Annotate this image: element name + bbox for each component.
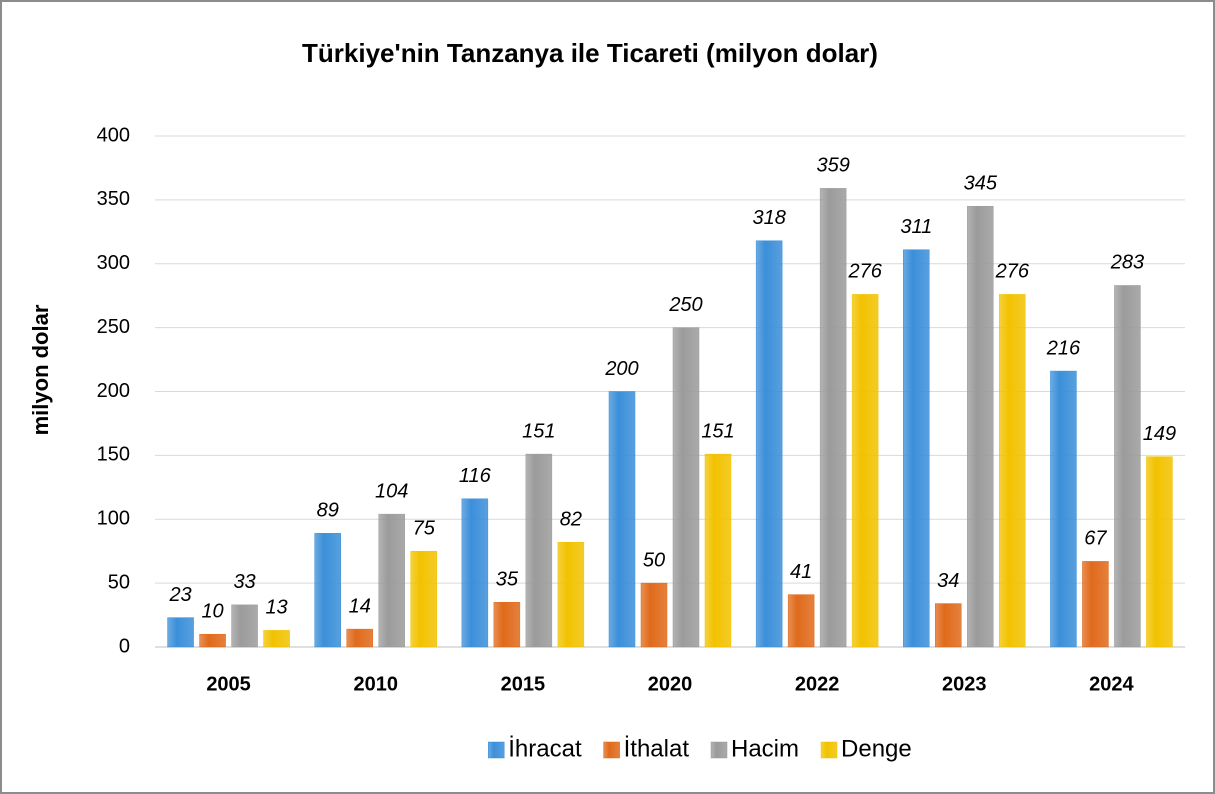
bar — [935, 603, 962, 648]
data-label: 151 — [701, 420, 734, 442]
bar — [199, 633, 226, 648]
data-label: 50 — [643, 549, 665, 571]
x-tick-label: 2022 — [795, 673, 840, 695]
bar — [967, 206, 994, 648]
bar — [1146, 456, 1173, 648]
data-label: 34 — [937, 570, 959, 592]
y-tick-label: 100 — [97, 508, 130, 530]
legend-marker — [820, 741, 838, 759]
legend-label: İhracat — [508, 735, 582, 762]
data-label: 14 — [349, 595, 371, 617]
data-label: 345 — [964, 173, 998, 195]
data-label: 33 — [233, 571, 255, 593]
y-tick-label: 400 — [97, 124, 130, 146]
legend-marker — [603, 741, 620, 759]
bar — [999, 294, 1026, 648]
x-tick-label: 2010 — [353, 673, 398, 695]
y-tick-label: 350 — [97, 188, 130, 210]
y-tick-label: 150 — [97, 444, 130, 466]
bar — [167, 617, 194, 648]
bar — [1050, 370, 1077, 648]
data-label: 67 — [1084, 528, 1107, 550]
bar — [314, 533, 341, 648]
data-label: 276 — [847, 261, 882, 283]
data-label: 89 — [317, 500, 339, 522]
bar — [461, 498, 489, 648]
bar — [903, 249, 930, 648]
bar — [346, 628, 373, 648]
bar — [1082, 561, 1109, 648]
data-label: 216 — [1046, 337, 1081, 359]
data-label: 151 — [522, 420, 555, 442]
bar — [493, 602, 521, 648]
x-tick-label: 2024 — [1089, 673, 1134, 695]
y-tick-label: 250 — [97, 316, 130, 338]
y-tick-label: 200 — [97, 380, 130, 402]
data-label: 318 — [752, 207, 785, 229]
data-label: 149 — [1143, 423, 1176, 445]
y-tick-label: 0 — [119, 635, 130, 657]
data-label: 276 — [995, 261, 1030, 283]
data-label: 311 — [900, 216, 932, 238]
bar — [787, 594, 815, 648]
data-label: 13 — [265, 597, 287, 619]
data-label: 10 — [201, 601, 223, 623]
x-tick-label: 2005 — [206, 673, 251, 695]
bar — [755, 240, 783, 648]
legend-label: İthalat — [624, 735, 690, 762]
data-label: 23 — [168, 584, 191, 606]
bar — [557, 541, 585, 648]
bar — [851, 294, 879, 648]
x-tick-label: 2015 — [501, 673, 546, 695]
y-tick-label: 50 — [108, 571, 130, 593]
bar — [263, 630, 290, 648]
data-label: 359 — [816, 155, 849, 177]
data-label: 283 — [1110, 252, 1144, 274]
bar — [231, 604, 258, 648]
y-axis-label: milyon dolar — [28, 304, 53, 435]
y-tick-label: 300 — [97, 252, 130, 274]
legend-label: Hacim — [731, 735, 799, 762]
bar — [819, 188, 847, 648]
bar — [672, 327, 700, 648]
legend-label: Denge — [841, 735, 912, 762]
x-tick-label: 2023 — [942, 673, 987, 695]
x-tick-label: 2020 — [648, 673, 693, 695]
bar — [525, 453, 553, 648]
data-label: 104 — [375, 480, 408, 502]
bar — [378, 513, 405, 648]
legend-marker — [487, 741, 505, 759]
legend-marker — [710, 741, 728, 759]
chart-title: Türkiye'nin Tanzanya ile Ticareti (milyo… — [302, 38, 878, 68]
data-label: 41 — [790, 561, 812, 583]
data-label: 200 — [604, 358, 638, 380]
bar — [410, 550, 437, 648]
data-label: 35 — [496, 569, 519, 591]
bar — [1114, 285, 1141, 648]
bar — [640, 582, 668, 648]
data-label: 250 — [668, 294, 702, 316]
bar — [608, 391, 636, 648]
bar — [704, 453, 732, 648]
data-label: 75 — [413, 517, 436, 539]
data-label: 82 — [560, 509, 582, 531]
data-label: 116 — [459, 465, 492, 487]
